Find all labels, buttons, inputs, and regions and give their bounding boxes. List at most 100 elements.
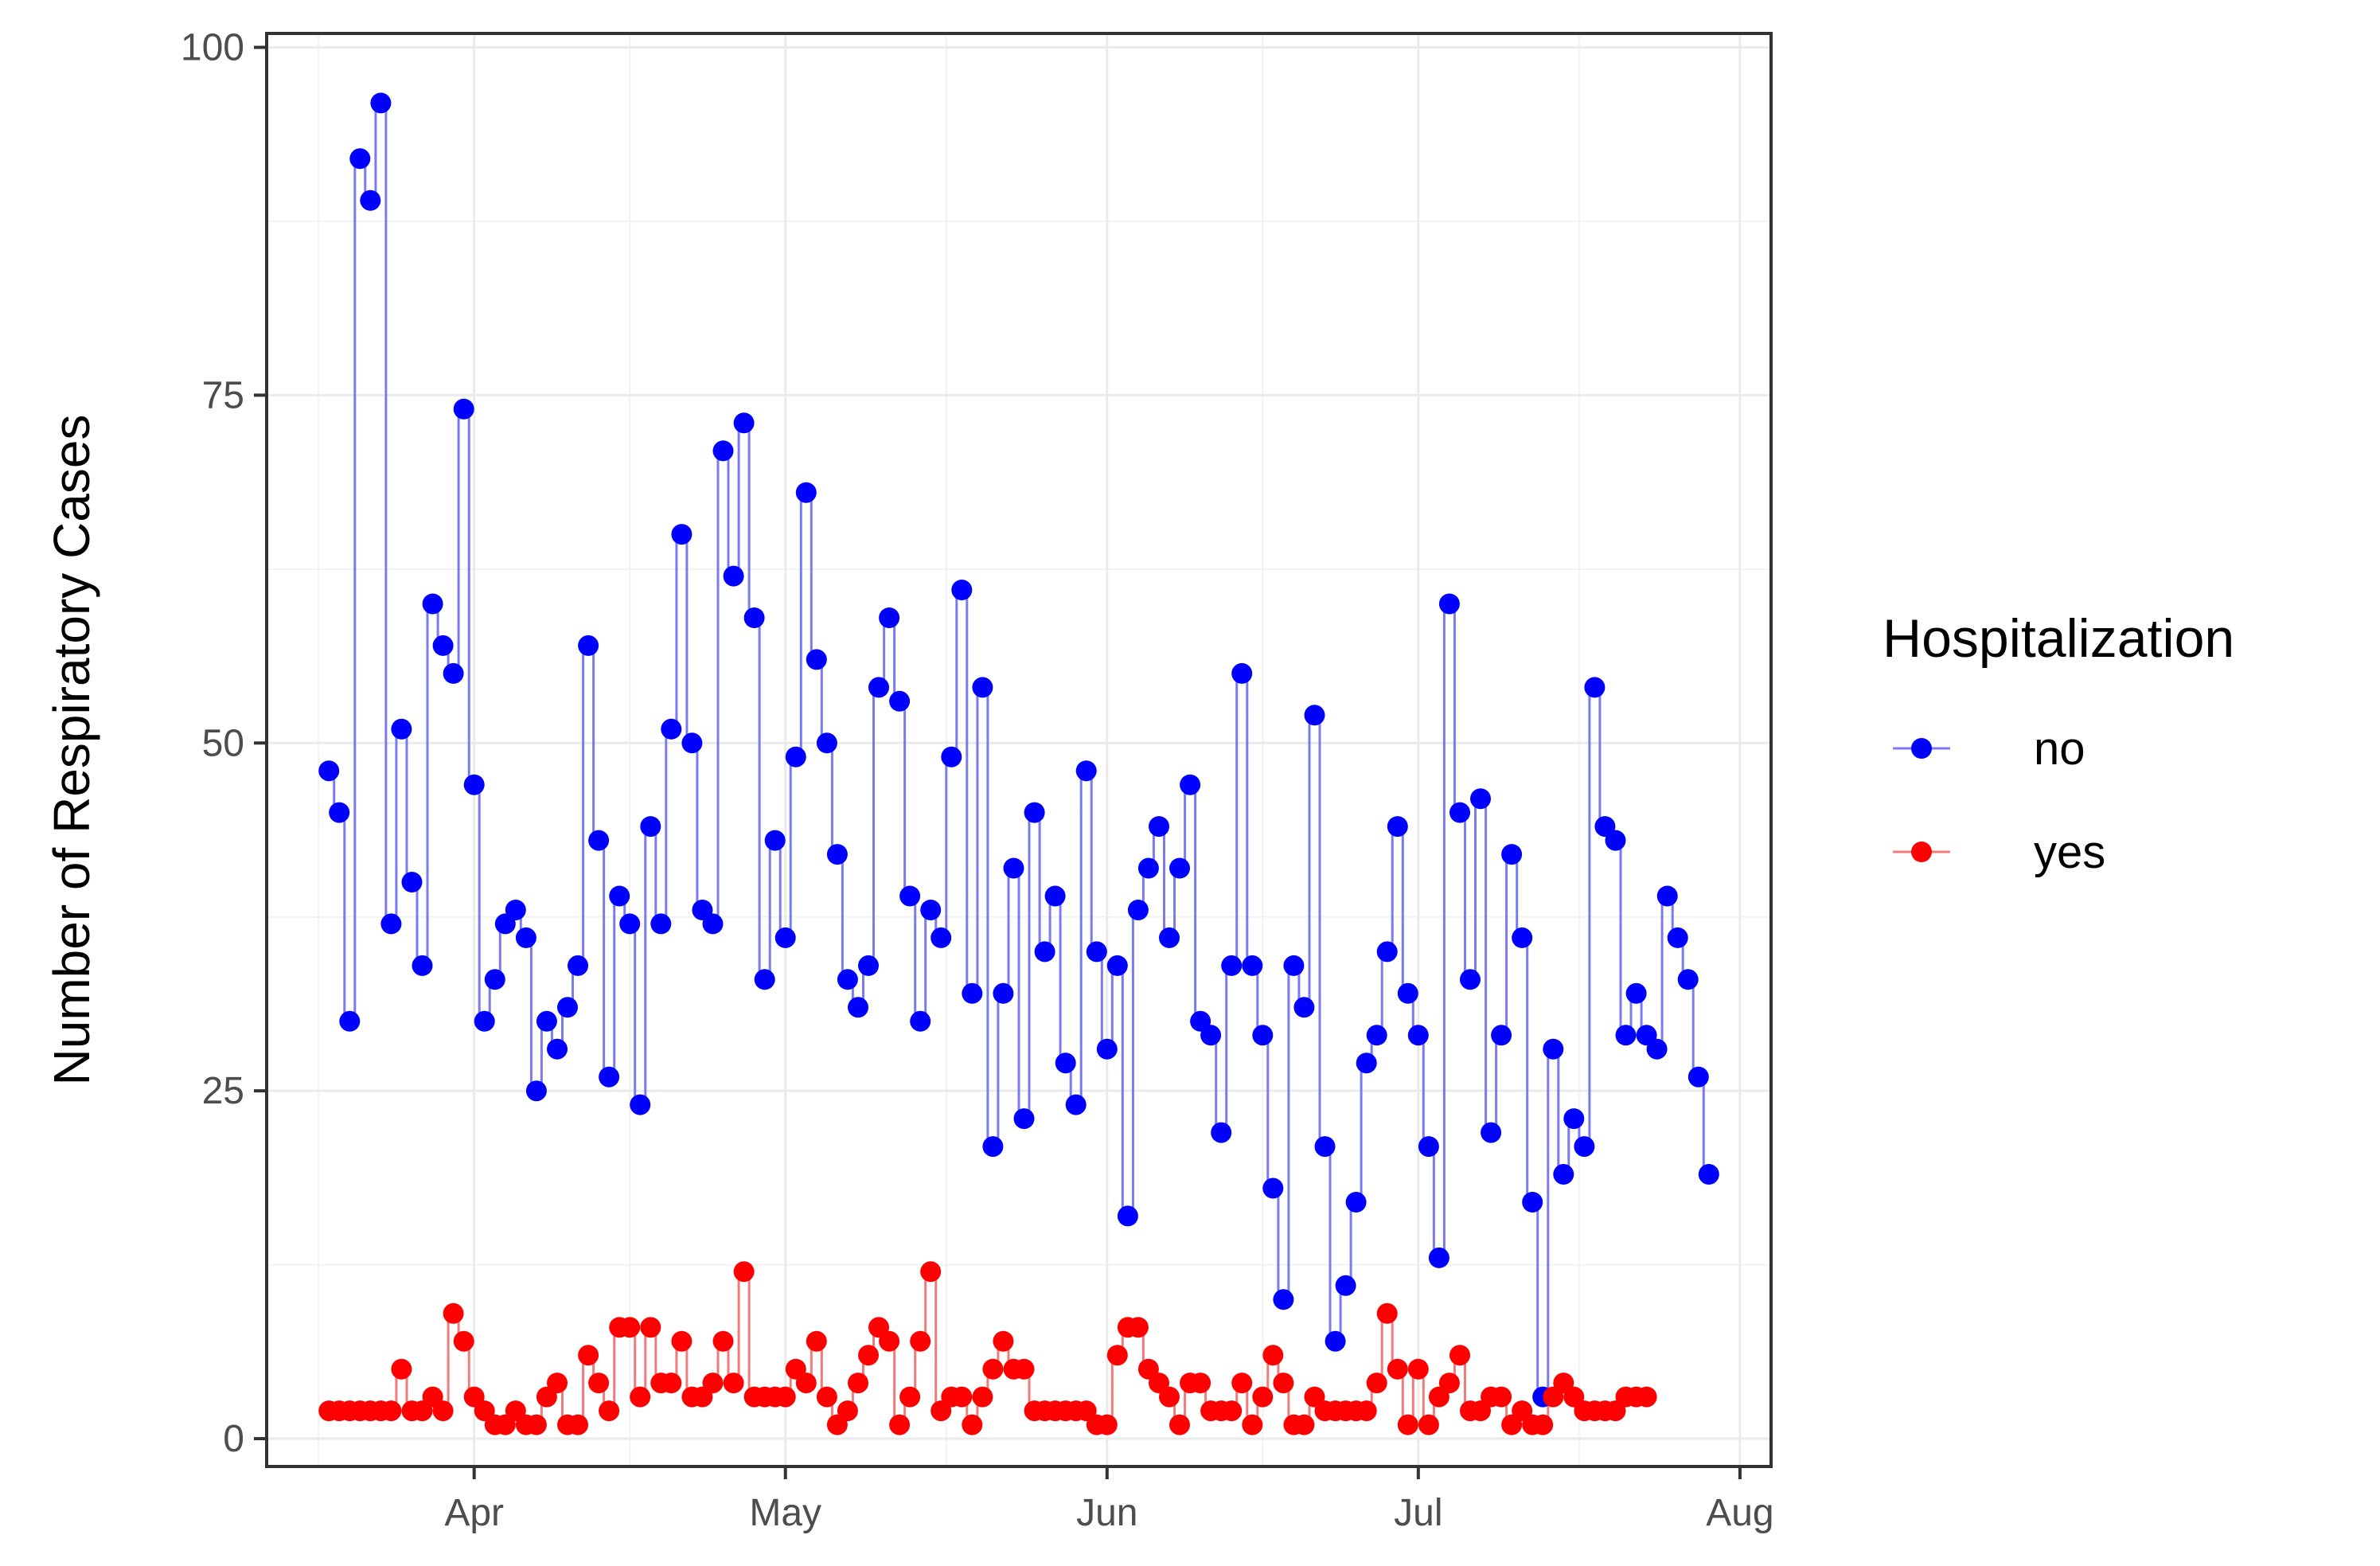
data-point-no (536, 1010, 557, 1032)
data-point-no (723, 565, 744, 587)
data-point-no (1106, 955, 1128, 976)
y-tick-label: 0 (223, 1418, 244, 1460)
data-point-no (816, 732, 837, 754)
x-tick-label: Jun (1076, 1492, 1137, 1534)
data-point-yes (962, 1414, 983, 1435)
x-tick-label: Aug (1706, 1492, 1773, 1534)
data-point-yes (982, 1358, 1004, 1380)
data-point-no (837, 969, 858, 990)
data-point-yes (525, 1414, 547, 1435)
data-point-yes (1449, 1345, 1470, 1366)
data-point-no (1522, 1192, 1543, 1213)
data-point-yes (640, 1317, 661, 1338)
data-point-yes (380, 1400, 402, 1422)
data-point-yes (1013, 1358, 1035, 1380)
data-point-yes (899, 1386, 921, 1408)
data-point-no (671, 524, 693, 545)
data-point-no (443, 662, 464, 684)
data-point-no (547, 1038, 568, 1060)
data-point-yes (1407, 1358, 1429, 1380)
data-point-yes (453, 1330, 474, 1352)
data-point-no (1605, 830, 1626, 851)
data-point-no (1501, 844, 1523, 865)
data-point-yes (661, 1373, 682, 1394)
data-point-yes (1376, 1302, 1398, 1324)
data-point-yes (733, 1261, 755, 1283)
data-point-no (360, 189, 381, 211)
data-point-no (1024, 802, 1045, 823)
data-point-no (474, 1010, 495, 1032)
data-point-no (1314, 1136, 1336, 1158)
data-point-yes (806, 1330, 827, 1352)
data-point-yes (432, 1400, 454, 1422)
data-point-no (1075, 760, 1097, 782)
legend-title: Hospitalization (1883, 608, 2234, 669)
data-point-no (609, 885, 630, 907)
data-point-no (1366, 1025, 1387, 1046)
data-point-no (1376, 941, 1398, 963)
data-point-no (1345, 1192, 1367, 1213)
series-points (318, 92, 1719, 1435)
data-point-no (868, 677, 889, 698)
data-point-no (349, 148, 371, 170)
plot-panel (267, 33, 1771, 1466)
data-point-no (1044, 885, 1066, 907)
data-point-no (505, 900, 526, 920)
data-point-no (1137, 857, 1159, 879)
data-point-no (1231, 662, 1253, 684)
data-point-yes (920, 1261, 942, 1283)
legend-label-yes: yes (2034, 826, 2105, 878)
data-point-no (412, 955, 433, 976)
data-point-no (432, 635, 454, 656)
data-point-no (1180, 774, 1201, 795)
data-point-no (774, 927, 796, 948)
data-point-no (1159, 927, 1180, 948)
data-point-no (993, 982, 1014, 1004)
data-point-yes (723, 1373, 744, 1394)
data-point-no (920, 900, 942, 920)
data-point-yes (837, 1400, 858, 1422)
y-tick-label: 50 (202, 722, 244, 764)
data-point-yes (795, 1373, 817, 1394)
data-point-no (795, 482, 817, 503)
data-point-no (962, 982, 983, 1004)
legend-item-no: no (1893, 723, 2085, 775)
data-point-no (1086, 941, 1107, 963)
data-point-yes (712, 1330, 734, 1352)
data-point-no (578, 635, 599, 656)
data-point-no (941, 746, 962, 767)
data-point-no (1065, 1094, 1087, 1115)
data-point-no (1491, 1025, 1512, 1046)
data-point-yes (443, 1302, 464, 1324)
data-point-no (1096, 1038, 1118, 1060)
data-point-yes (774, 1386, 796, 1408)
data-point-yes (1636, 1386, 1657, 1408)
data-point-no (951, 580, 973, 600)
data-point-yes (1356, 1400, 1377, 1422)
data-point-no (463, 774, 485, 795)
data-point-no (681, 732, 703, 754)
data-point-yes (993, 1330, 1014, 1352)
data-point-no (1252, 1025, 1274, 1046)
data-point-no (1574, 1136, 1595, 1158)
data-point-no (1335, 1275, 1356, 1296)
data-point-no (599, 1066, 620, 1088)
data-point-no (1013, 1108, 1035, 1130)
data-point-no (743, 607, 765, 628)
data-point-no (1438, 593, 1460, 615)
y-tick-label: 75 (202, 374, 244, 416)
data-point-no (910, 1010, 931, 1032)
data-point-no (1584, 677, 1606, 698)
data-point-yes (889, 1414, 911, 1435)
data-point-no (318, 760, 340, 782)
data-point-yes (879, 1330, 900, 1352)
data-point-no (785, 746, 806, 767)
data-point-no (1646, 1038, 1668, 1060)
data-point-yes (1221, 1400, 1243, 1422)
data-point-no (1449, 802, 1470, 823)
data-point-no (329, 802, 350, 823)
data-point-no (1460, 969, 1481, 990)
legend-item-yes: yes (1893, 826, 2105, 878)
data-point-yes (599, 1400, 620, 1422)
